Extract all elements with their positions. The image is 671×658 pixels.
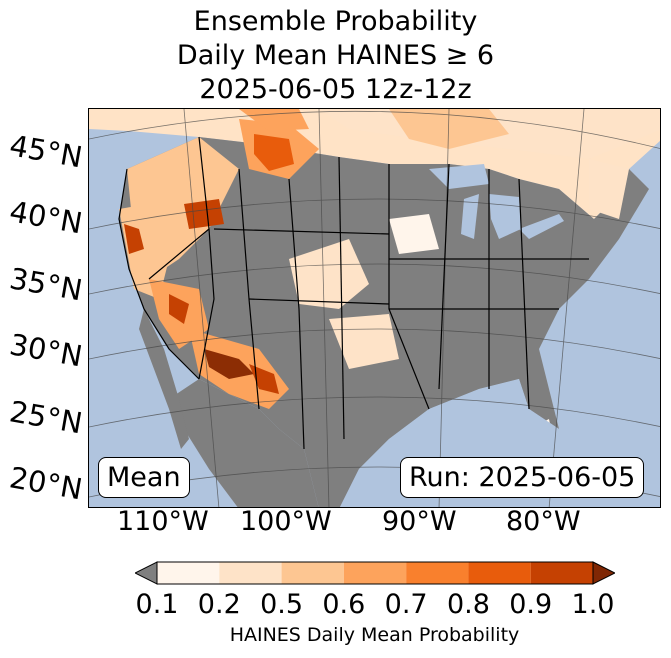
prob-patch xyxy=(204,349,254,379)
lon-label-100: 100°W xyxy=(240,506,332,537)
colorbar-label: HAINES Daily Mean Probability xyxy=(229,624,520,646)
title-line-3: 2025-06-05 12z-12z xyxy=(199,74,472,105)
prob-patch xyxy=(184,199,224,229)
prob-patch xyxy=(329,314,399,369)
colorbar-tick-label: 0.6 xyxy=(322,589,366,620)
state-borders xyxy=(118,136,589,450)
lat-label-45: 45°N xyxy=(7,128,85,175)
great-lakes xyxy=(461,194,479,239)
colorbar-tick-label: 0.1 xyxy=(135,589,179,620)
colorbar-segment xyxy=(406,562,469,584)
prob-patch xyxy=(389,109,509,149)
colorbar-segment xyxy=(157,562,220,584)
colorbar-frame xyxy=(156,561,594,585)
colorbar-under-arrow xyxy=(135,561,158,585)
lon-label-110: 110°W xyxy=(117,506,209,537)
mexico-land xyxy=(169,379,319,507)
lon-label-80: 80°W xyxy=(506,506,581,537)
stat-label-box: Mean xyxy=(98,457,190,498)
prob-patch xyxy=(169,294,189,324)
colorbar-segment xyxy=(343,562,407,584)
colorbar-tick-label: 0.8 xyxy=(446,589,490,620)
great-lakes xyxy=(489,194,521,239)
prob-patch xyxy=(254,134,294,171)
graticule xyxy=(89,109,660,507)
prob-patch xyxy=(124,224,144,254)
colorbar-segment xyxy=(219,562,282,584)
colorbar xyxy=(135,561,615,585)
colorbar-tick-label: 0.5 xyxy=(260,589,304,620)
baja-land xyxy=(139,309,189,449)
colorbar-tick-label: 0.2 xyxy=(197,589,241,620)
colorbar-tick-label: 0.7 xyxy=(384,589,428,620)
title-line-2: Daily Mean HAINES ≥ 6 xyxy=(176,40,495,71)
prob-patch xyxy=(589,159,629,219)
great-lakes xyxy=(429,164,489,189)
prob-patch xyxy=(389,214,439,254)
lat-label-25: 25°N xyxy=(7,394,85,441)
lat-label-35: 35°N xyxy=(7,261,85,308)
run-label-box: Run: 2025-06-05 xyxy=(400,457,645,498)
colorbar-segment xyxy=(530,562,593,584)
probability-map xyxy=(88,108,661,508)
title-line-1: Ensemble Probability xyxy=(193,6,478,37)
map-canvas xyxy=(89,109,660,507)
lon-label-90: 90°W xyxy=(382,506,457,537)
prob-patch xyxy=(289,239,369,309)
prob-patch xyxy=(239,109,309,131)
colorbar-over-arrow xyxy=(592,561,615,585)
colorbar-segment xyxy=(281,562,344,584)
colorbar-tick-label: 0.9 xyxy=(509,589,553,620)
lat-label-30: 30°N xyxy=(7,327,85,374)
lat-label-20: 20°N xyxy=(7,460,85,507)
colorbar-segment xyxy=(468,562,531,584)
great-lakes xyxy=(519,214,564,239)
lat-label-40: 40°N xyxy=(7,194,85,241)
prob-patch xyxy=(249,364,279,394)
colorbar-tick-label: 1.0 xyxy=(571,589,615,620)
